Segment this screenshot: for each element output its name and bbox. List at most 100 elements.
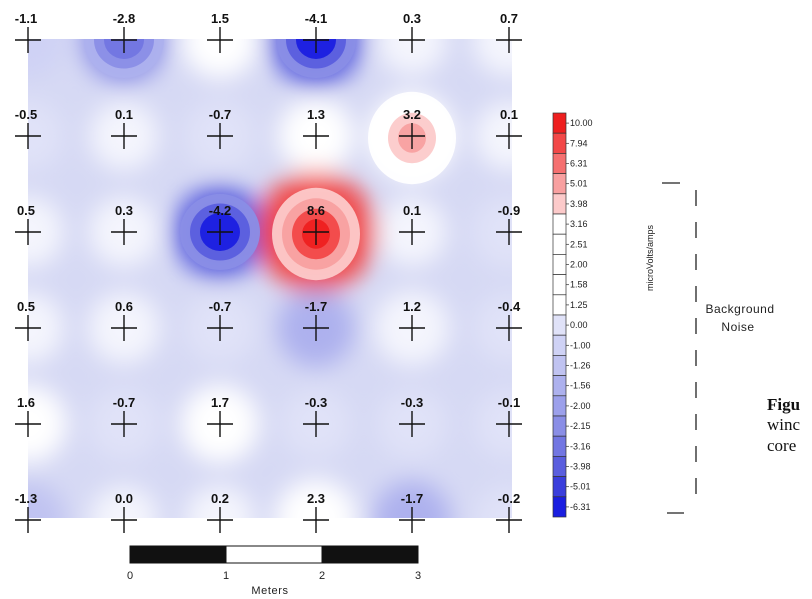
contour-cell bbox=[28, 482, 66, 518]
grid-value-label: -0.1 bbox=[498, 395, 520, 410]
legend-level-label: 1.25 bbox=[570, 300, 588, 310]
grid-cross bbox=[15, 507, 41, 533]
legend-swatch bbox=[552, 274, 567, 296]
grid-value-label: 0.1 bbox=[403, 203, 421, 218]
grid-value-label: 0.1 bbox=[500, 107, 518, 122]
grid-value-label: -0.2 bbox=[498, 491, 520, 506]
contour-map: -1.1 -2.8 1.5 -4.1 0.3 0.7 -0.5 0.1 -0.7 1.3 3.2 0.… bbox=[15, 11, 522, 533]
scale-unit: Meters bbox=[251, 585, 288, 597]
grid-cross bbox=[399, 123, 425, 149]
legend-level-label: -2.00 bbox=[570, 401, 591, 411]
scale-bar: 0 1 2 3 Meters bbox=[127, 545, 421, 597]
grid-value-label: 0.5 bbox=[17, 203, 35, 218]
scale-segment-1 bbox=[129, 545, 227, 564]
grid-cross bbox=[496, 219, 522, 245]
grid-cross bbox=[303, 123, 329, 149]
grid-cross bbox=[496, 123, 522, 149]
grid-value-label: 1.7 bbox=[211, 395, 229, 410]
scale-segment-3 bbox=[321, 545, 419, 564]
legend-level-label: 10.00 bbox=[570, 118, 593, 128]
grid-value-label: 0.1 bbox=[115, 107, 133, 122]
grid-value-label: -2.8 bbox=[113, 11, 135, 26]
grid-cross bbox=[399, 507, 425, 533]
grid-cross bbox=[303, 27, 329, 53]
contour-cell bbox=[275, 479, 357, 518]
grid-value-labels: -1.1 -2.8 1.5 -4.1 0.3 0.7 -0.5 0.1 -0.7 1.3 3.2 0.… bbox=[15, 11, 521, 506]
grid-value-label: -1.1 bbox=[15, 11, 37, 26]
grid-cross bbox=[496, 507, 522, 533]
grid-cross bbox=[399, 27, 425, 53]
contour-cell bbox=[377, 39, 447, 75]
grid-cross bbox=[496, 315, 522, 341]
grid-crosses bbox=[15, 27, 522, 533]
caption-line-3: core bbox=[767, 436, 797, 455]
scale-tick-1: 1 bbox=[223, 570, 229, 582]
contour-cell bbox=[372, 480, 452, 518]
grid-cross bbox=[207, 507, 233, 533]
legend-level-label: -1.26 bbox=[570, 361, 591, 371]
legend-level-label: 2.00 bbox=[570, 260, 588, 270]
grid-value-label: -0.9 bbox=[498, 203, 520, 218]
grid-value-label: 0.3 bbox=[403, 11, 421, 26]
background-noise-bracket bbox=[662, 182, 697, 514]
legend-level-label: -3.98 bbox=[570, 462, 591, 472]
grid-value-label: 0.3 bbox=[115, 203, 133, 218]
legend-level-label: 1.58 bbox=[570, 280, 588, 290]
legend-level-label: 6.31 bbox=[570, 159, 588, 169]
grid-value-label: 0.7 bbox=[500, 11, 518, 26]
legend-swatch bbox=[552, 213, 567, 235]
bracket-label-line1: Background bbox=[705, 302, 774, 316]
grid-cross bbox=[399, 411, 425, 437]
grid-value-label: -0.3 bbox=[401, 395, 423, 410]
legend-swatch bbox=[552, 476, 567, 498]
grid-cross bbox=[303, 507, 329, 533]
contour-cell bbox=[472, 195, 512, 269]
legend-swatch bbox=[552, 193, 567, 215]
legend-level-label: 2.51 bbox=[570, 239, 588, 249]
caption-line-2: winc bbox=[767, 415, 801, 434]
grid-value-label: 0.6 bbox=[115, 299, 133, 314]
grid-cross bbox=[207, 219, 233, 245]
grid-cross bbox=[303, 411, 329, 437]
grid-cross bbox=[303, 219, 329, 245]
legend-level-label: 3.98 bbox=[570, 199, 588, 209]
grid-value-label: -1.7 bbox=[401, 491, 423, 506]
contour-cell bbox=[185, 485, 255, 518]
grid-value-label: 3.2 bbox=[403, 107, 421, 122]
legend-swatch bbox=[552, 334, 567, 356]
grid-cross bbox=[15, 123, 41, 149]
grid-cross bbox=[111, 123, 137, 149]
legend-swatch bbox=[552, 496, 567, 518]
legend-level-label: -2.15 bbox=[570, 421, 591, 431]
legend-swatch bbox=[552, 254, 567, 275]
grid-value-label: 2.3 bbox=[307, 491, 325, 506]
grid-value-label: 0.5 bbox=[17, 299, 35, 314]
grid-value-label: -0.7 bbox=[209, 299, 231, 314]
color-legend: 10.00 7.94 6.31 5.01 3.98 3.16 2.51 2.00 1.58 1.2… bbox=[552, 112, 593, 518]
grid-value-label: 1.6 bbox=[17, 395, 35, 410]
grid-value-label: -4.1 bbox=[305, 11, 327, 26]
grid-cross bbox=[15, 219, 41, 245]
scale-tick-0: 0 bbox=[127, 570, 133, 582]
grid-value-label: -1.3 bbox=[15, 491, 37, 506]
grid-cross bbox=[111, 507, 137, 533]
grid-cross bbox=[111, 315, 137, 341]
contour-cell bbox=[181, 39, 259, 79]
grid-value-label: -0.7 bbox=[209, 107, 231, 122]
legend-swatch bbox=[552, 355, 567, 376]
legend-level-label: 7.94 bbox=[570, 138, 588, 148]
grid-cross bbox=[207, 27, 233, 53]
legend-swatch bbox=[552, 233, 567, 255]
grid-cross bbox=[303, 315, 329, 341]
grid-cross bbox=[399, 219, 425, 245]
legend-swatch bbox=[552, 375, 567, 397]
legend-swatch bbox=[552, 456, 567, 477]
contour-cell bbox=[473, 292, 512, 364]
grid-cross bbox=[111, 411, 137, 437]
grid-value-label: -4.2 bbox=[209, 203, 231, 218]
scale-tick-2: 2 bbox=[319, 570, 325, 582]
legend-title: microVolts/amps bbox=[645, 224, 655, 291]
legend-level-label: -1.00 bbox=[570, 340, 591, 350]
legend-level-label: 3.16 bbox=[570, 219, 588, 229]
